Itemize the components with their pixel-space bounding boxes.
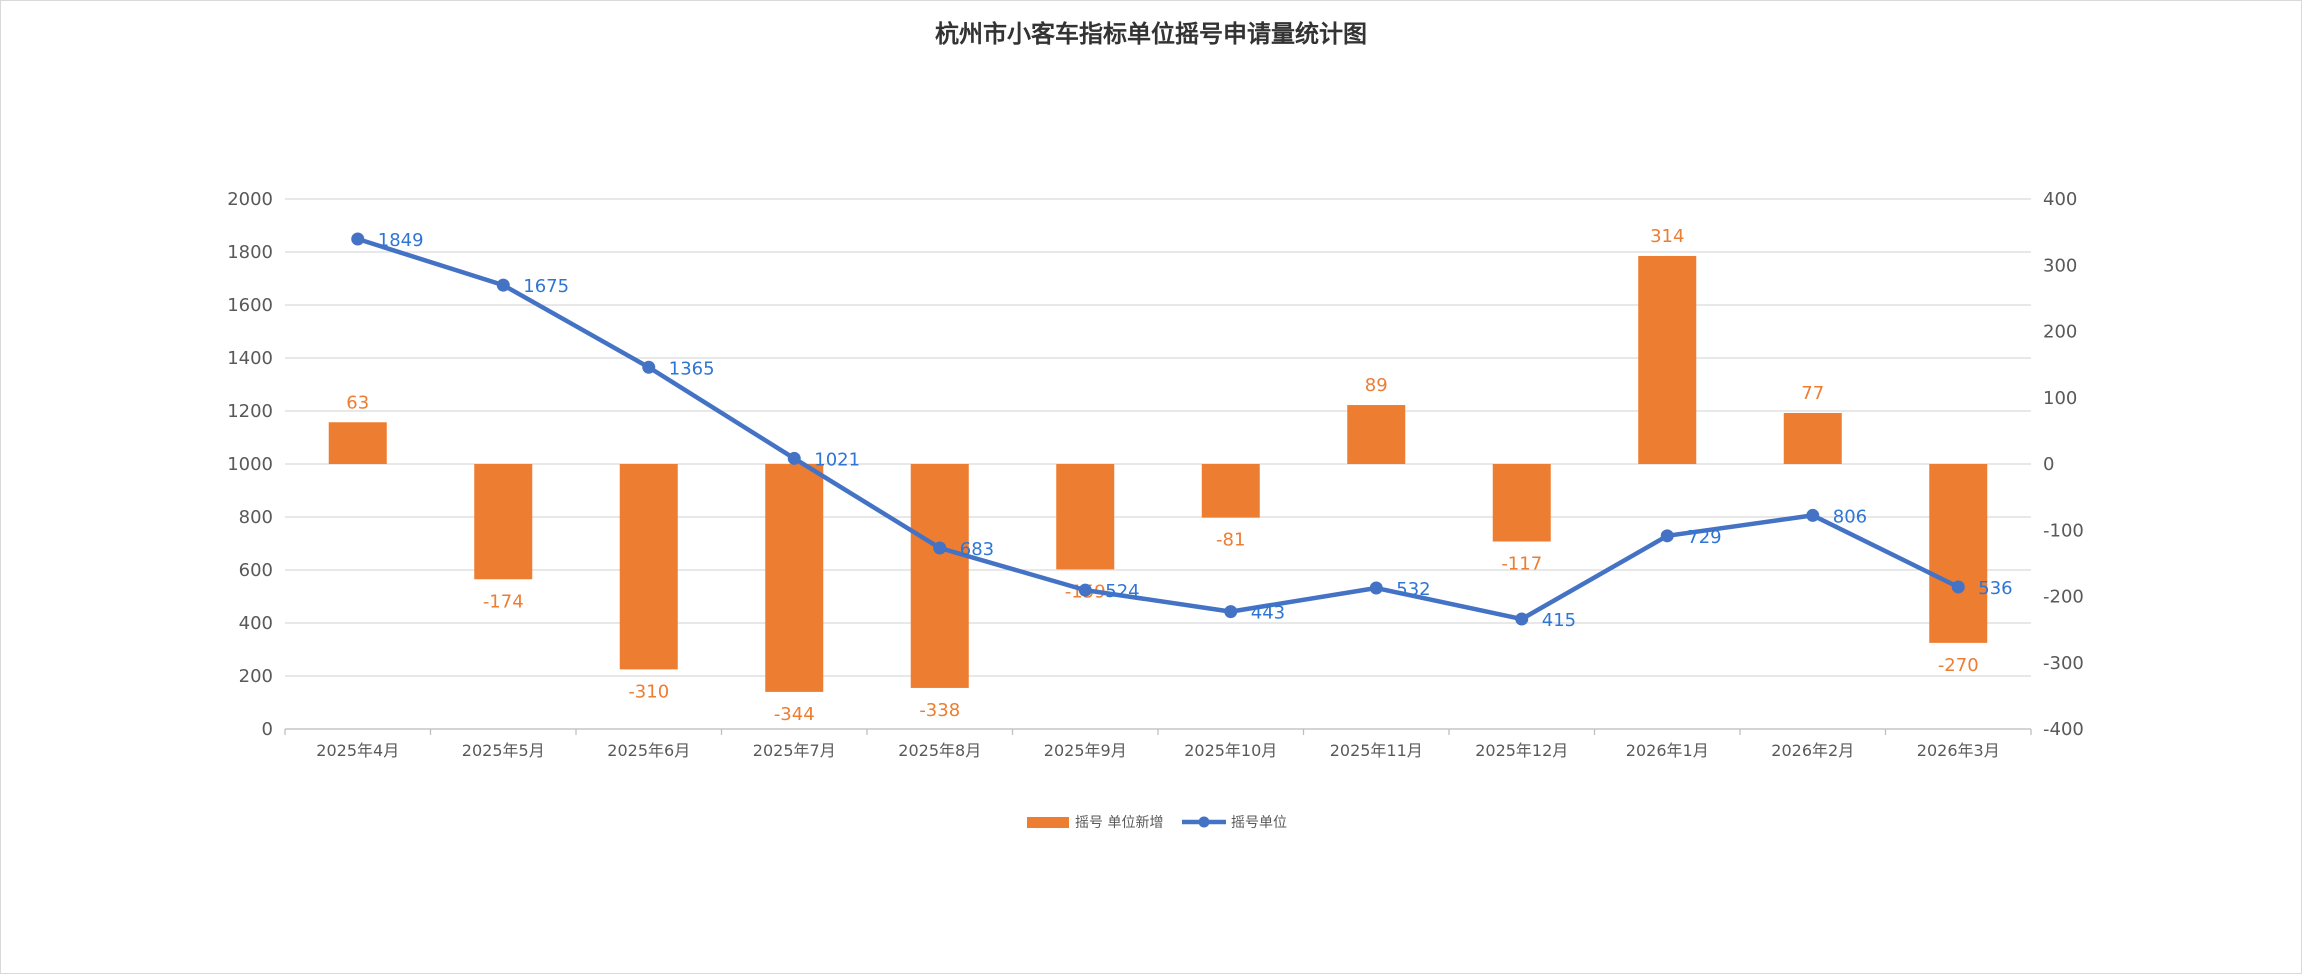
left-axis-tick: 1000 — [227, 454, 273, 475]
x-axis-tick: 2026年1月 — [1626, 741, 1709, 760]
line-data-label: 806 — [1833, 506, 1867, 527]
line-data-label: 532 — [1396, 579, 1430, 600]
right-axis-tick: -200 — [2043, 587, 2084, 608]
chart-title: 杭州市小客车指标单位摇号申请量统计图 — [935, 19, 1367, 48]
line-point — [1369, 581, 1383, 595]
bar — [619, 464, 678, 670]
line-data-label: 443 — [1251, 603, 1285, 624]
left-axis-tick: 200 — [239, 666, 273, 687]
left-axis-tick: 1200 — [227, 401, 273, 422]
x-axis-tick: 2025年5月 — [462, 741, 545, 760]
left-axis-tick: 0 — [262, 719, 273, 740]
line-point — [1515, 612, 1529, 626]
right-axis-tick: 200 — [2043, 322, 2077, 343]
bar — [1929, 464, 1988, 643]
x-axis-tick: 2025年8月 — [898, 741, 981, 760]
x-axis-tick: 2025年12月 — [1475, 741, 1568, 760]
left-axis-tick: 2000 — [227, 189, 273, 210]
line-data-label: 729 — [1687, 527, 1721, 548]
x-axis-tick: 2025年9月 — [1044, 741, 1127, 760]
line-data-label: 1849 — [378, 230, 424, 251]
right-axis-tick: 0 — [2043, 454, 2054, 475]
line-point — [1224, 605, 1238, 619]
legend-line-marker — [1198, 816, 1210, 828]
bar-data-label: -310 — [628, 681, 669, 702]
line-data-label: 1675 — [523, 276, 569, 297]
right-axis-tick: 400 — [2043, 189, 2077, 210]
x-axis-tick: 2025年7月 — [753, 741, 836, 760]
line-point — [787, 451, 801, 465]
right-axis-tick: -100 — [2043, 520, 2084, 541]
x-axis-tick: 2026年3月 — [1917, 741, 2000, 760]
bar-data-label: 89 — [1365, 375, 1388, 396]
bar-data-label: 63 — [346, 392, 369, 413]
line-data-label: 1365 — [669, 358, 715, 379]
line-data-label: 536 — [1978, 578, 2012, 599]
bar-data-label: -174 — [483, 591, 524, 612]
line-point — [496, 278, 510, 292]
bar-data-label: -338 — [919, 700, 960, 721]
right-axis-tick: 300 — [2043, 255, 2077, 276]
line-point — [642, 360, 656, 374]
bar — [910, 464, 969, 688]
bar — [1056, 464, 1115, 570]
line-point — [1806, 508, 1820, 522]
line-point — [933, 541, 947, 555]
line-data-label: 415 — [1542, 610, 1576, 631]
line-point — [351, 232, 365, 246]
bar — [1201, 464, 1260, 518]
x-axis-tick: 2026年2月 — [1771, 741, 1854, 760]
bar — [328, 422, 387, 464]
legend-bar-label: 摇号 单位新增 — [1075, 815, 1163, 831]
line-point — [1951, 580, 1965, 594]
right-axis-tick: -300 — [2043, 653, 2084, 674]
line-series — [355, 236, 1961, 622]
left-axis-tick: 800 — [239, 507, 273, 528]
left-axis-tick: 1600 — [227, 295, 273, 316]
line-point — [1660, 529, 1674, 543]
bar-data-label: -117 — [1501, 554, 1542, 575]
line-data-label: 1021 — [814, 449, 860, 470]
line-data-label: 683 — [960, 539, 994, 560]
bar-data-label: -81 — [1216, 530, 1245, 551]
legend-line-label: 摇号单位 — [1231, 815, 1287, 831]
bar — [1347, 405, 1406, 464]
x-axis-tick: 2025年4月 — [316, 741, 399, 760]
line-point — [1078, 583, 1092, 597]
right-axis-tick: -400 — [2043, 719, 2084, 740]
line-data-label: 524 — [1105, 581, 1139, 602]
left-axis-tick: 1400 — [227, 348, 273, 369]
x-axis-tick: 2025年11月 — [1330, 741, 1423, 760]
legend-bar-swatch — [1027, 817, 1069, 828]
x-axis-tick: 2025年10月 — [1184, 741, 1277, 760]
bar — [1783, 412, 1842, 464]
right-axis-tick: 100 — [2043, 388, 2077, 409]
bar-data-label: -344 — [774, 704, 815, 725]
bar — [1492, 464, 1551, 542]
bar-data-label: 314 — [1650, 226, 1684, 247]
left-axis-tick: 600 — [239, 560, 273, 581]
x-axis-tick: 2025年6月 — [607, 741, 690, 760]
left-axis-tick: 1800 — [227, 242, 273, 263]
bar-data-label: 77 — [1801, 383, 1824, 404]
left-axis-tick: 400 — [239, 613, 273, 634]
bar — [474, 464, 533, 580]
bar — [765, 464, 824, 692]
bar-data-label: -270 — [1938, 655, 1979, 676]
bar — [1638, 255, 1697, 464]
